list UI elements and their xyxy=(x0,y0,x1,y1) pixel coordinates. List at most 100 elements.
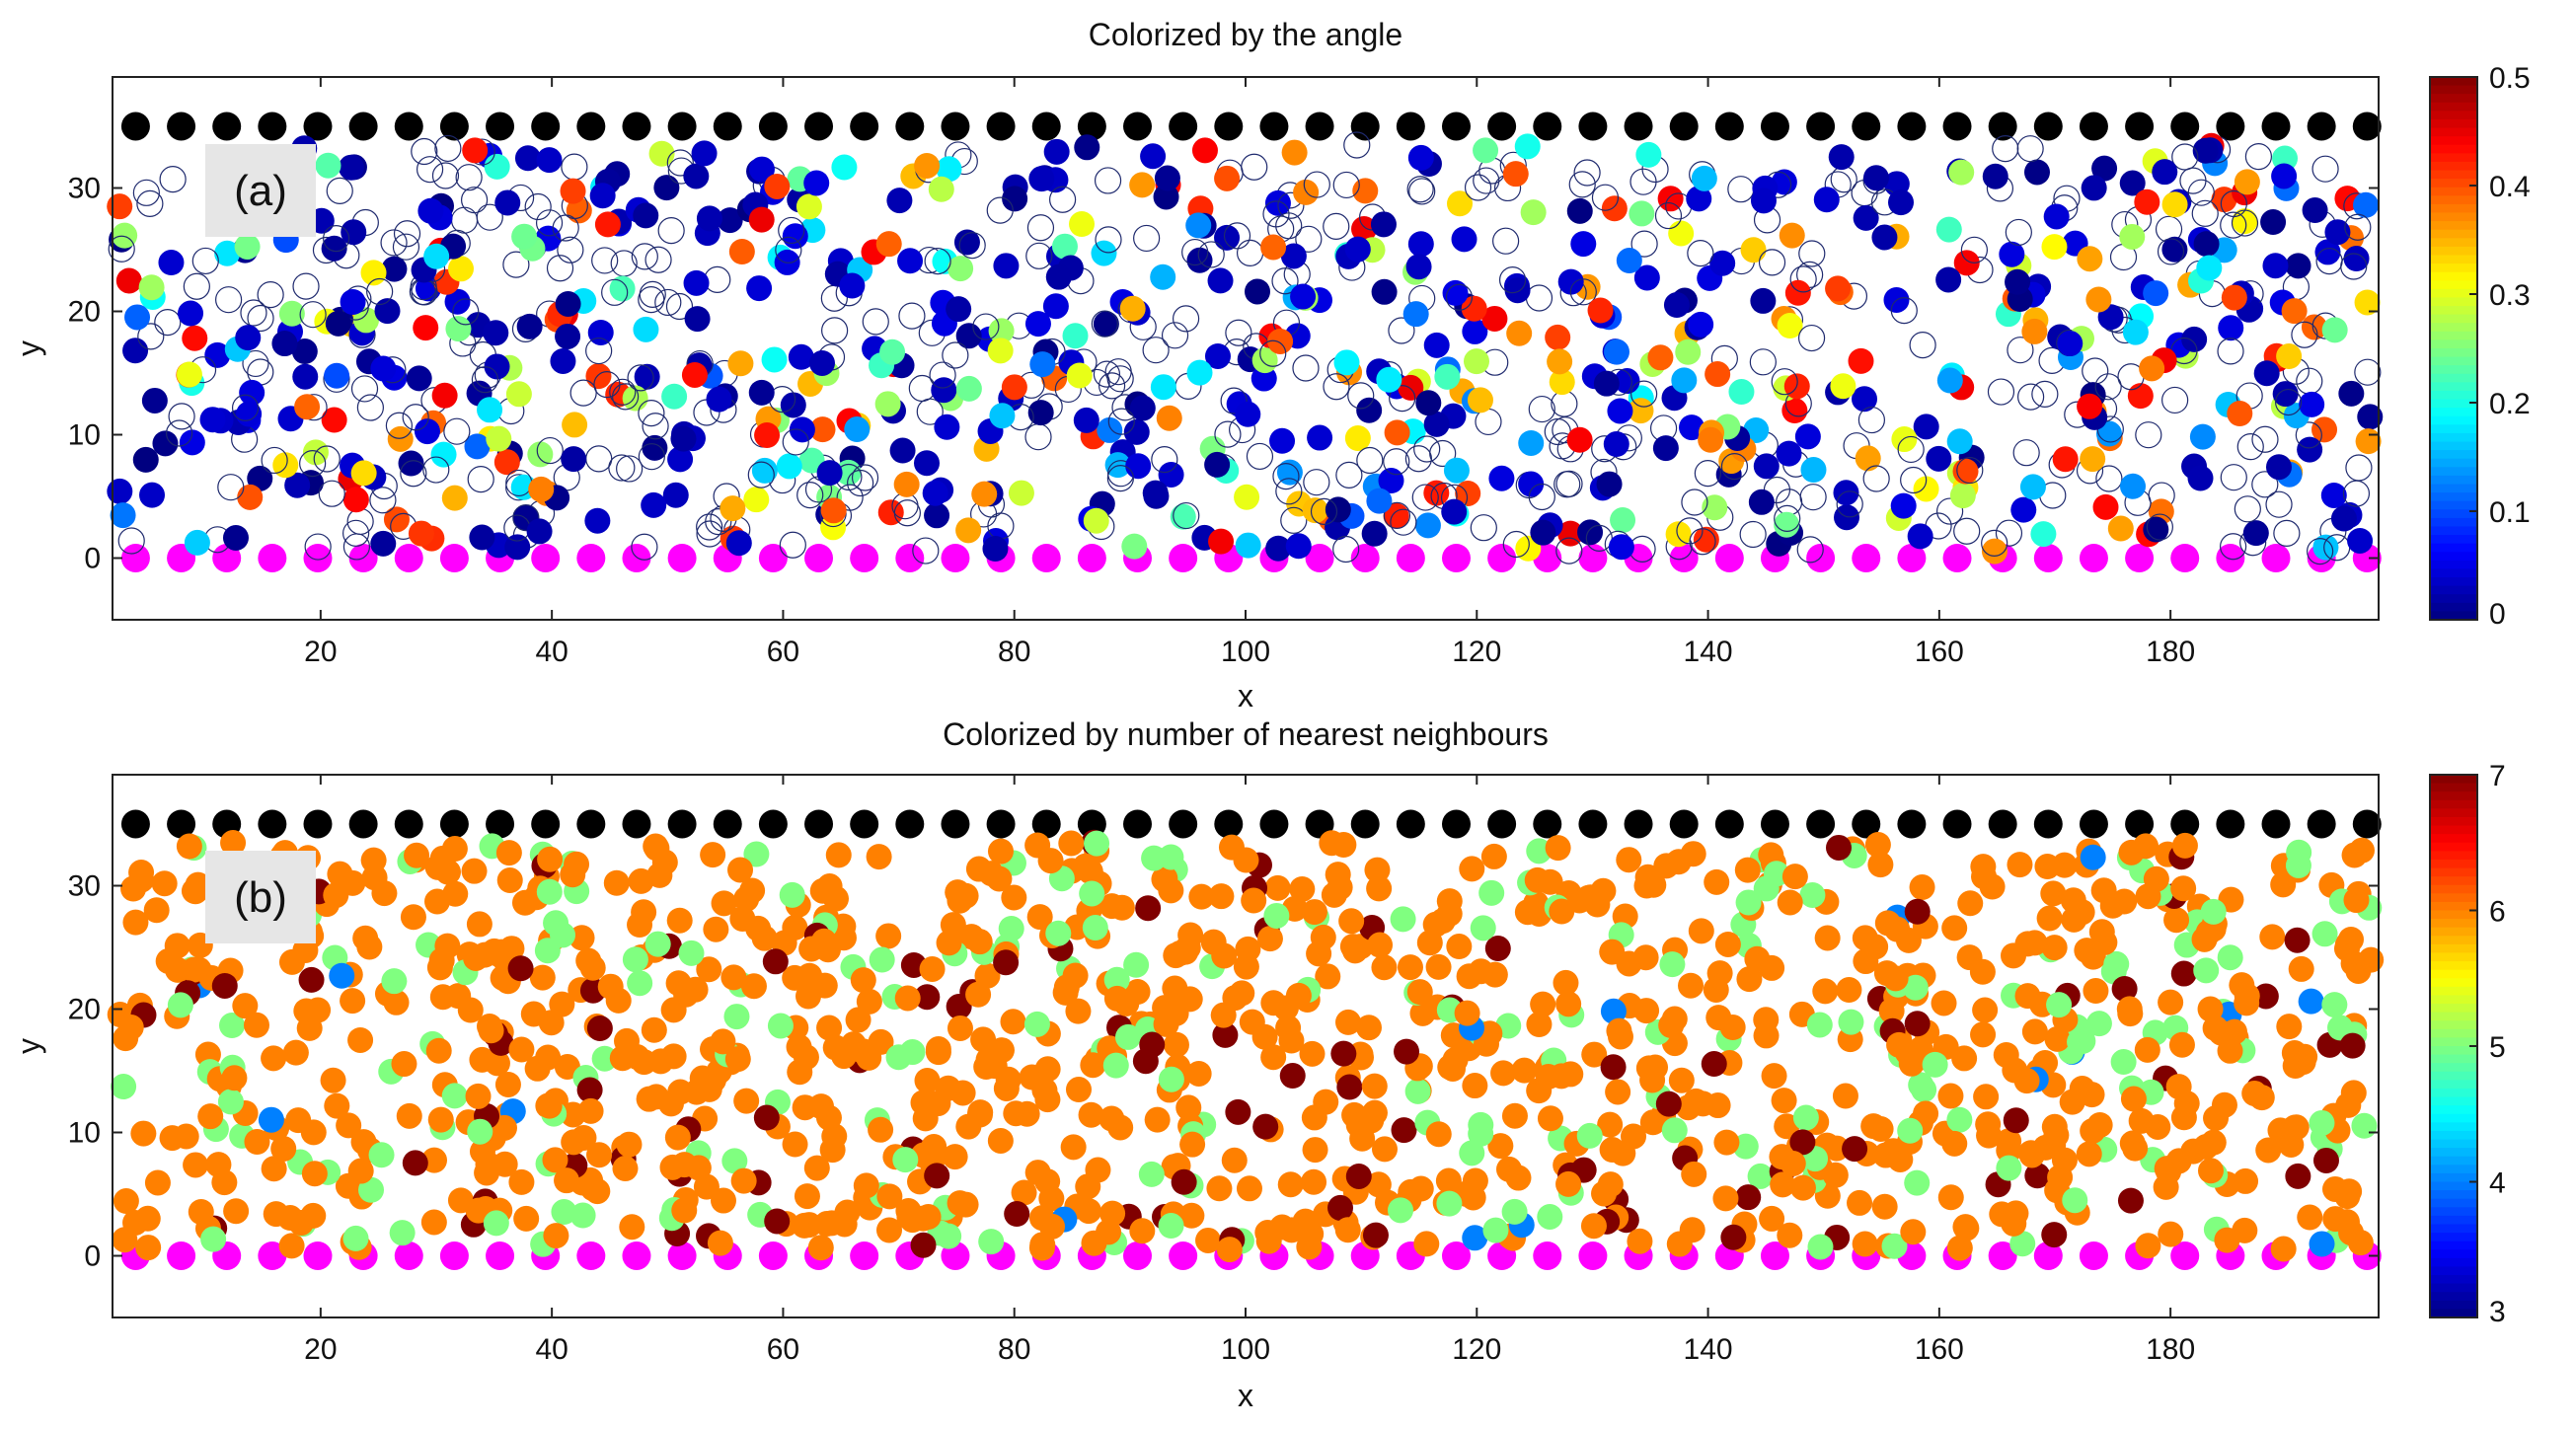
particle xyxy=(1705,361,1731,388)
particle xyxy=(494,189,521,216)
colorbar-tick-label: 6 xyxy=(2489,896,2506,929)
colorbar-segment xyxy=(2430,314,2477,324)
top-boundary-particle xyxy=(1624,809,1653,839)
particle xyxy=(1599,939,1626,965)
top-boundary-particle xyxy=(1760,809,1789,839)
colorbar-segment xyxy=(2430,179,2477,188)
particle xyxy=(1260,990,1287,1016)
particle xyxy=(1459,856,1485,882)
particle xyxy=(2283,1114,2310,1141)
particle xyxy=(1436,900,1463,927)
panel-b: Colorized by number of nearest neighbour… xyxy=(11,716,2506,1413)
uncolored-particle xyxy=(569,379,597,407)
y-tick-label: 10 xyxy=(68,419,101,452)
particle xyxy=(820,497,847,524)
bottom-boundary-particle xyxy=(303,544,333,572)
particle xyxy=(1367,932,1394,958)
uncolored-particle xyxy=(1727,176,1755,203)
particle xyxy=(953,229,980,256)
particle xyxy=(2005,268,2031,295)
particle xyxy=(107,193,133,220)
uncolored-particle xyxy=(2311,155,2339,183)
uncolored-particle xyxy=(1528,483,1555,511)
uncolored-particle xyxy=(916,398,944,425)
particle xyxy=(666,907,693,934)
bottom-boundary-particle xyxy=(1988,1241,2017,1270)
particle xyxy=(110,502,136,529)
uncolored-particle xyxy=(1173,501,1200,530)
particle xyxy=(1514,133,1541,160)
uncolored-particle xyxy=(452,298,480,326)
particle xyxy=(1862,934,1889,960)
particle xyxy=(703,916,729,942)
particle xyxy=(2272,381,2299,408)
particle xyxy=(1290,283,1317,310)
particle xyxy=(1390,906,1416,933)
uncolored-particle xyxy=(2094,373,2122,401)
particle xyxy=(112,1227,138,1253)
particle xyxy=(1951,1045,1978,1072)
uncolored-particle xyxy=(1408,178,1436,205)
particle xyxy=(221,1065,248,1091)
particle xyxy=(2311,921,2338,947)
uncolored-particle xyxy=(524,192,552,221)
particle xyxy=(1252,1113,1279,1140)
particle xyxy=(815,1104,842,1131)
particle xyxy=(536,147,563,174)
particle xyxy=(2013,1068,2040,1094)
uncolored-particle xyxy=(292,272,320,300)
particle xyxy=(627,970,653,997)
uncolored-particle xyxy=(893,499,921,527)
particle xyxy=(424,888,451,915)
panel-label-b: (b) xyxy=(234,873,287,922)
particle xyxy=(1577,519,1604,546)
bottom-boundary-particle xyxy=(1578,544,1608,572)
particle xyxy=(2262,253,2289,279)
particle xyxy=(1222,985,1249,1012)
particle xyxy=(2044,1025,2071,1052)
particle xyxy=(850,967,876,994)
particle xyxy=(1102,1052,1129,1079)
particle xyxy=(782,1131,808,1158)
uncolored-particle xyxy=(1953,517,1981,545)
particle xyxy=(1435,1167,1462,1194)
particle xyxy=(211,1169,238,1196)
colorbar-segment xyxy=(2430,594,2477,604)
particle xyxy=(2265,454,2292,481)
particle xyxy=(538,1010,565,1036)
top-boundary-particle xyxy=(1259,112,1289,141)
top-boundary-particle xyxy=(1806,809,1836,839)
particle xyxy=(1292,1208,1319,1235)
particle xyxy=(925,1036,951,1063)
bottom-boundary-particle xyxy=(1441,544,1471,572)
uncolored-particle xyxy=(1220,387,1248,414)
particle xyxy=(291,338,318,365)
uncolored-particle xyxy=(2234,495,2261,523)
particle xyxy=(1514,899,1541,926)
particle xyxy=(1633,264,1660,291)
particle xyxy=(720,495,746,522)
particle xyxy=(2320,482,2347,508)
uncolored-particle xyxy=(1389,385,1416,413)
particle xyxy=(371,880,398,907)
uncolored-particle xyxy=(929,361,956,389)
particle xyxy=(292,363,319,390)
particle xyxy=(381,256,408,282)
particle xyxy=(336,1112,362,1139)
uncolored-particle xyxy=(972,313,1000,340)
particle xyxy=(1388,1197,1414,1224)
particle xyxy=(244,1129,270,1156)
particle xyxy=(1633,872,1660,899)
particle xyxy=(1236,1175,1262,1202)
particle xyxy=(537,846,564,872)
particle xyxy=(329,962,355,989)
particle xyxy=(1913,1100,1939,1127)
particle xyxy=(2211,1091,2237,1118)
particle xyxy=(922,480,948,506)
particle xyxy=(284,472,311,498)
particle xyxy=(1001,884,1027,911)
uncolored-particle xyxy=(1836,490,1863,518)
particle xyxy=(585,363,612,390)
particle xyxy=(1838,1009,1864,1035)
particle xyxy=(1941,1130,1968,1157)
